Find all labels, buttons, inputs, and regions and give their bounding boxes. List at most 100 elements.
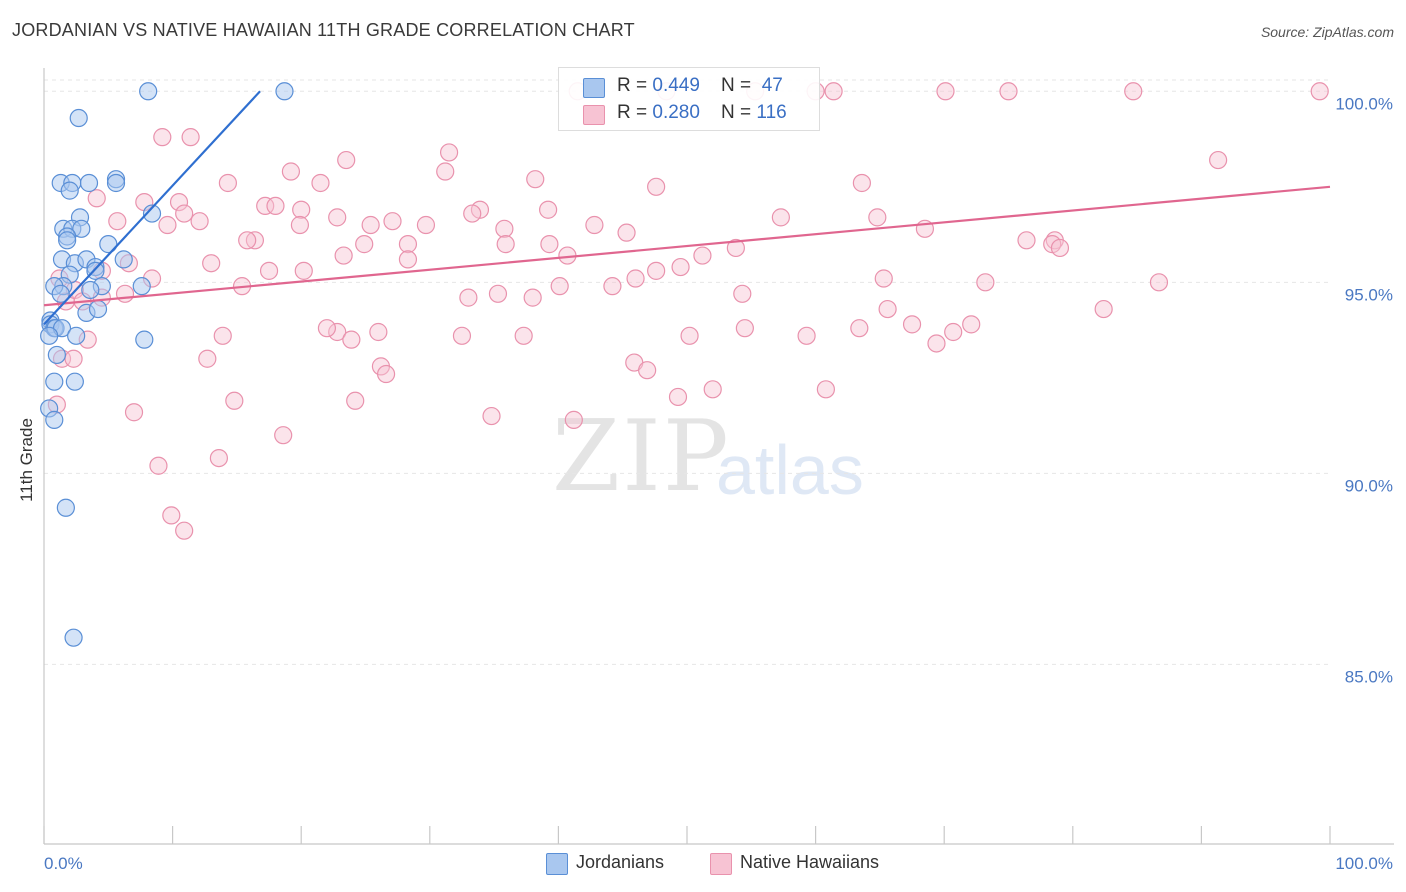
data-point-jordanians (64, 628, 83, 647)
data-point-native-hawaiians (294, 261, 313, 280)
data-point-jordanians (58, 231, 77, 250)
data-point-native-hawaiians (617, 223, 636, 242)
data-point-native-hawaiians (703, 380, 722, 399)
data-point-native-hawaiians (175, 521, 194, 540)
data-point-native-hawaiians (638, 361, 657, 380)
data-point-native-hawaiians (874, 269, 893, 288)
data-point-native-hawaiians (383, 212, 402, 231)
legend-n-value: 47 (761, 75, 783, 96)
data-point-native-hawaiians (202, 254, 221, 273)
data-point-native-hawaiians (162, 506, 181, 525)
bottom-legend-label-native-hawaiians: Native Hawaiians (740, 852, 880, 872)
data-point-native-hawaiians (1050, 238, 1070, 258)
data-point-native-hawaiians (824, 82, 843, 101)
data-point-native-hawaiians (540, 235, 559, 254)
data-point-jordanians (56, 498, 75, 517)
data-point-jordanians (135, 330, 154, 349)
data-point-native-hawaiians (902, 315, 922, 334)
data-point-native-hawaiians (726, 238, 745, 258)
bottom-legend-swatch-jordanians (546, 853, 568, 875)
data-point-native-hawaiians (671, 257, 690, 277)
data-point-jordanians (65, 372, 84, 391)
watermark-atlas: atlas (716, 431, 864, 509)
data-point-native-hawaiians (816, 380, 835, 399)
data-point-jordanians (69, 108, 88, 128)
data-point-native-hawaiians (266, 196, 285, 216)
data-point-jordanians (88, 299, 108, 319)
x-tick-label: 0.0% (44, 854, 83, 873)
data-point-native-hawaiians (225, 391, 244, 410)
data-point-native-hawaiians (281, 162, 301, 181)
data-point-jordanians (132, 277, 151, 296)
data-point-native-hawaiians (198, 349, 217, 368)
data-point-native-hawaiians (539, 200, 558, 219)
data-point-native-hawaiians (771, 208, 790, 227)
y-tick-label: 90.0% (1345, 476, 1393, 495)
data-point-native-hawaiians (274, 426, 293, 445)
data-point-native-hawaiians (218, 173, 237, 193)
data-point-jordanians (60, 181, 79, 200)
data-point-native-hawaiians (158, 215, 177, 235)
data-point-native-hawaiians (436, 162, 455, 181)
trend-line-native-hawaiians (43, 185, 1331, 307)
data-point-native-hawaiians (181, 128, 200, 147)
y-tick-label: 85.0% (1345, 667, 1393, 686)
data-point-native-hawaiians (452, 326, 472, 345)
data-point-native-hawaiians (213, 326, 232, 345)
axes (43, 68, 1394, 845)
data-point-native-hawaiians (355, 235, 374, 254)
legend-r-value: 0.280 (652, 102, 700, 123)
series-jordanians-points (40, 82, 294, 647)
data-point-jordanians (139, 82, 158, 101)
data-point-native-hawaiians (944, 322, 963, 342)
trend-line-jordanians (43, 90, 261, 326)
legend-stats-native-hawaiians: R = 0.280 N = 116 (617, 102, 787, 124)
data-point-native-hawaiians (439, 143, 459, 162)
data-point-native-hawaiians (564, 410, 583, 429)
data-point-native-hawaiians (693, 246, 712, 265)
data-point-native-hawaiians (850, 319, 869, 338)
data-point-native-hawaiians (153, 128, 172, 147)
data-point-jordanians (106, 173, 126, 193)
data-point-native-hawaiians (459, 288, 478, 307)
data-point-jordanians (72, 219, 91, 238)
legend-r-value: 0.449 (652, 75, 700, 96)
data-point-native-hawaiians (496, 235, 515, 254)
data-point-native-hawaiians (369, 322, 388, 342)
data-point-native-hawaiians (526, 170, 545, 189)
data-point-native-hawaiians (488, 284, 508, 303)
data-point-native-hawaiians (976, 273, 995, 292)
data-point-native-hawaiians (209, 448, 228, 468)
data-point-jordanians (99, 235, 118, 254)
data-point-native-hawaiians (376, 364, 396, 384)
data-point-native-hawaiians (463, 204, 482, 223)
data-point-native-hawaiians (482, 406, 501, 426)
data-point-native-hawaiians (149, 456, 168, 475)
y-tick-label: 100.0% (1335, 94, 1393, 113)
data-point-native-hawaiians (668, 387, 688, 407)
data-point-native-hawaiians (852, 173, 871, 193)
data-point-native-hawaiians (290, 215, 310, 235)
bottom-legend-swatch-native-hawaiians (710, 853, 732, 875)
data-point-jordanians (275, 82, 294, 101)
y-tick-label: 95.0% (1345, 285, 1393, 304)
data-point-native-hawaiians (342, 330, 361, 349)
data-point-native-hawaiians (245, 231, 265, 250)
legend-n-label: N = (721, 102, 757, 123)
data-point-native-hawaiians (124, 403, 144, 422)
data-point-jordanians (79, 173, 99, 193)
data-point-jordanians (114, 250, 133, 269)
data-point-native-hawaiians (1209, 150, 1228, 170)
legend-stats-jordanians: R = 0.449 N = 47 (617, 75, 783, 97)
data-point-native-hawaiians (962, 315, 981, 334)
data-point-jordanians (45, 372, 64, 391)
data-point-native-hawaiians (927, 334, 946, 353)
data-point-native-hawaiians (416, 215, 436, 235)
legend-n-value: 116 (756, 102, 787, 123)
data-point-native-hawaiians (733, 284, 752, 303)
data-point-native-hawaiians (169, 192, 189, 212)
trend-lines (43, 90, 1331, 326)
data-point-native-hawaiians (328, 208, 347, 227)
data-point-native-hawaiians (878, 299, 897, 319)
